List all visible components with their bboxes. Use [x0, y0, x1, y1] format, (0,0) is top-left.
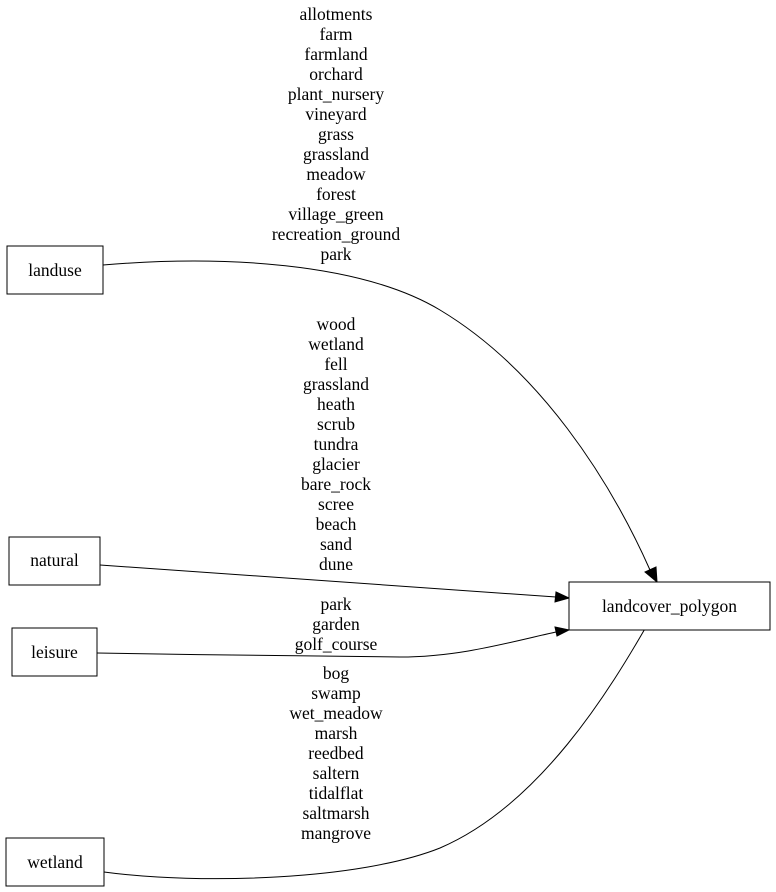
- edge-labels: allotmentsfarmfarmlandorchardplant_nurse…: [272, 4, 401, 843]
- edge-label-line: plant_nursery: [288, 84, 384, 104]
- edge-label-line: sand: [320, 534, 352, 554]
- edge-natural-to-landcover: [99, 564, 557, 598]
- edge-label-line: heath: [317, 394, 355, 414]
- node-wetland[interactable]: wetland: [5, 837, 105, 887]
- edge-label-line: wetland: [308, 334, 364, 354]
- edge-label-natural: woodwetlandfellgrasslandheathscrubtundra…: [301, 314, 371, 574]
- edge-label-line: farmland: [304, 44, 367, 64]
- edge-label-line: swamp: [311, 683, 361, 703]
- edge-label-line: meadow: [306, 164, 366, 184]
- arrowhead-leisure: [554, 626, 571, 637]
- node-landuse-label: landuse: [28, 260, 82, 280]
- node-landcover-polygon-label: landcover_polygon: [602, 596, 737, 616]
- node-leisure[interactable]: leisure: [11, 627, 98, 677]
- edge-label-line: scree: [318, 494, 354, 514]
- edge-label-line: allotments: [300, 4, 373, 24]
- edge-label-line: orchard: [309, 64, 363, 84]
- node-wetland-label: wetland: [27, 852, 83, 872]
- edge-label-line: saltern: [313, 763, 360, 783]
- edge-label-line: village_green: [288, 204, 383, 224]
- edge-label-line: recreation_ground: [272, 224, 401, 244]
- edge-label-line: dune: [319, 554, 353, 574]
- edge-landuse-to-landcover: [102, 260, 651, 571]
- node-natural-label: natural: [30, 550, 79, 570]
- edge-label-line: reedbed: [308, 743, 364, 763]
- edge-label-line: wet_meadow: [289, 703, 383, 723]
- edge-label-line: saltmarsh: [302, 803, 369, 823]
- node-landuse[interactable]: landuse: [6, 245, 104, 295]
- edge-label-line: grassland: [303, 144, 369, 164]
- edge-label-line: bog: [323, 663, 350, 683]
- edge-leisure-to-landcover: [96, 631, 557, 658]
- edge-label-line: tundra: [314, 434, 359, 454]
- edge-label-line: beach: [316, 514, 357, 534]
- edge-label-line: bare_rock: [301, 474, 371, 494]
- edge-label-line: tidalflat: [309, 783, 364, 803]
- edge-label-line: vineyard: [305, 104, 366, 124]
- arrowhead-landuse: [644, 566, 658, 584]
- edge-label-wetland: bogswampwet_meadowmarshreedbedsalterntid…: [289, 663, 383, 843]
- edge-label-line: garden: [312, 614, 360, 634]
- edge-label-landuse: allotmentsfarmfarmlandorchardplant_nurse…: [272, 4, 401, 264]
- edge-label-line: wood: [317, 314, 356, 334]
- edge-label-line: marsh: [315, 723, 358, 743]
- edge-label-line: forest: [316, 184, 356, 204]
- edge-label-line: golf_course: [295, 634, 378, 654]
- edge-label-line: grass: [318, 124, 354, 144]
- edge-label-line: scrub: [317, 414, 355, 434]
- node-leisure-label: leisure: [31, 642, 78, 662]
- node-natural[interactable]: natural: [8, 536, 101, 586]
- edge-label-line: park: [320, 244, 351, 264]
- edge-label-line: mangrove: [301, 823, 371, 843]
- edge-wetland-to-landcover: [103, 619, 651, 880]
- edge-label-line: park: [320, 594, 351, 614]
- node-landcover-polygon[interactable]: landcover_polygon: [568, 581, 771, 631]
- edge-label-line: glacier: [312, 454, 360, 474]
- edge-label-line: grassland: [303, 374, 369, 394]
- edge-label-line: fell: [324, 354, 347, 374]
- edge-label-line: farm: [319, 24, 352, 44]
- arrowhead-natural: [554, 591, 571, 603]
